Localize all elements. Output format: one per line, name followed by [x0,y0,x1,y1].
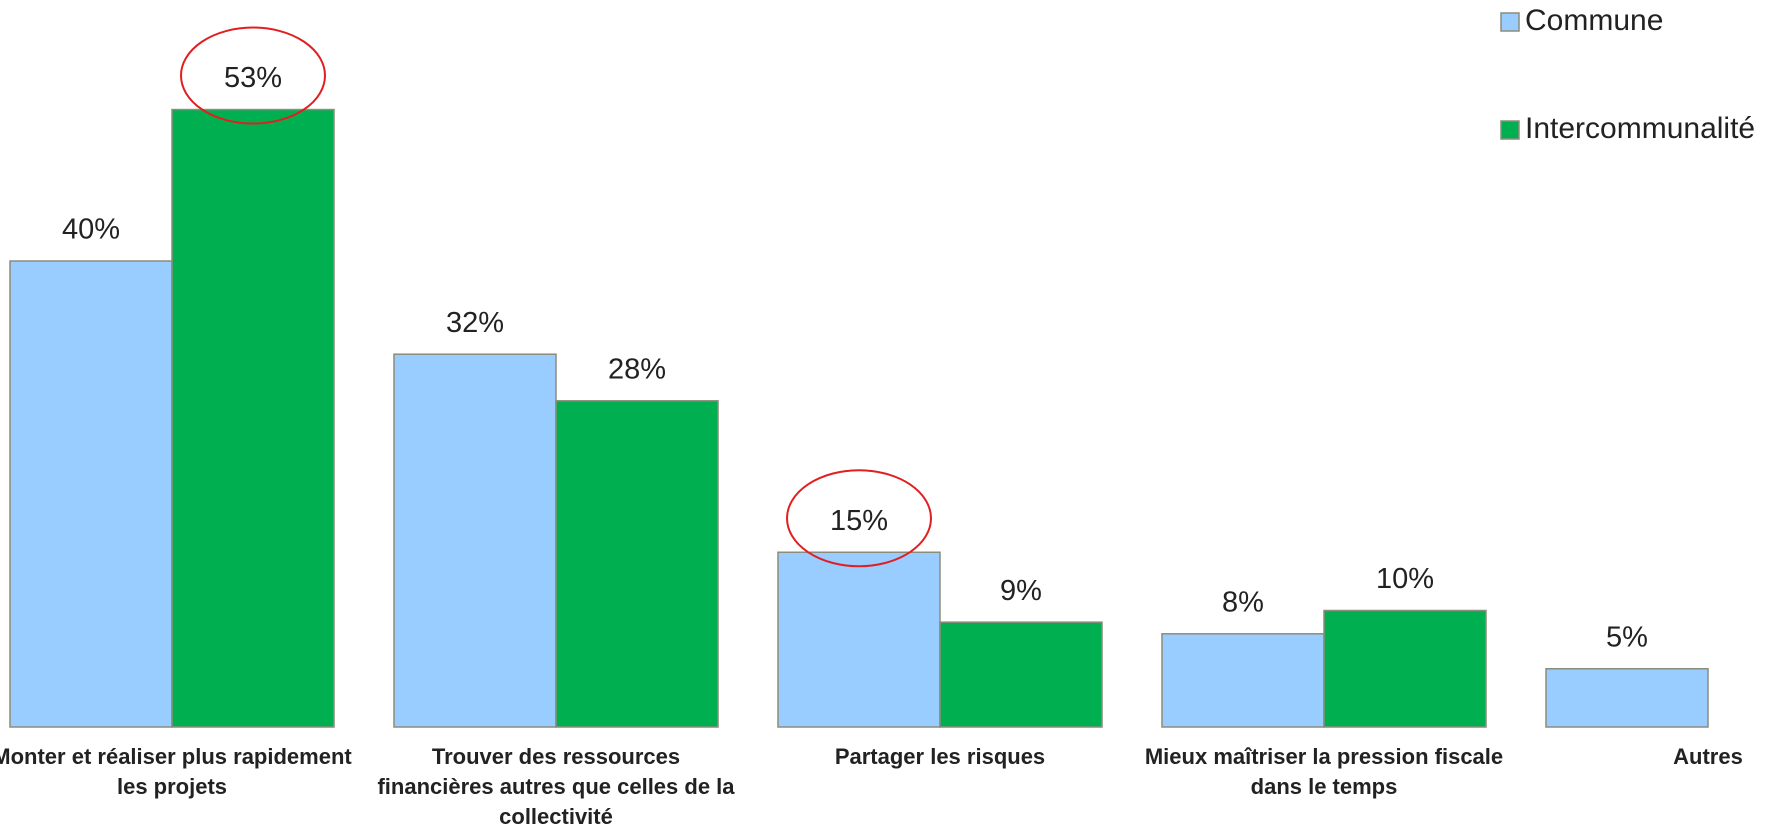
bar [171,108,335,728]
value-label: 53% [224,62,282,94]
bar [1161,633,1325,728]
legend-swatch [1500,120,1520,140]
value-label: 8% [1222,586,1264,618]
value-label: 10% [1376,563,1434,595]
x-tick-label: Trouver des ressources financières autre… [377,744,735,829]
highlight-ellipse [180,26,326,125]
value-label: 40% [62,214,120,246]
value-label: 28% [608,353,666,385]
x-tick-label: Monter et réaliser plus rapidement les p… [0,744,352,799]
value-label: 9% [1000,575,1042,607]
bar [1545,668,1709,728]
value-label: 32% [446,307,504,339]
bar [777,551,941,728]
x-tick-label: Autres [1673,744,1743,769]
legend-label: Intercommunalité [1525,112,1755,145]
bar [939,621,1103,728]
bar [9,260,173,728]
value-label: 15% [830,505,888,537]
bar [1323,609,1487,728]
legend-label: Commune [1525,4,1663,37]
value-label: 5% [1606,621,1648,653]
bar [393,353,557,728]
x-tick-label: Partager les risques [834,744,1046,769]
highlight-ellipse [786,469,932,568]
bar [555,400,719,728]
x-tick-label: Mieux maîtriser la pression fiscale dans… [1144,744,1504,799]
legend-swatch [1500,12,1520,32]
